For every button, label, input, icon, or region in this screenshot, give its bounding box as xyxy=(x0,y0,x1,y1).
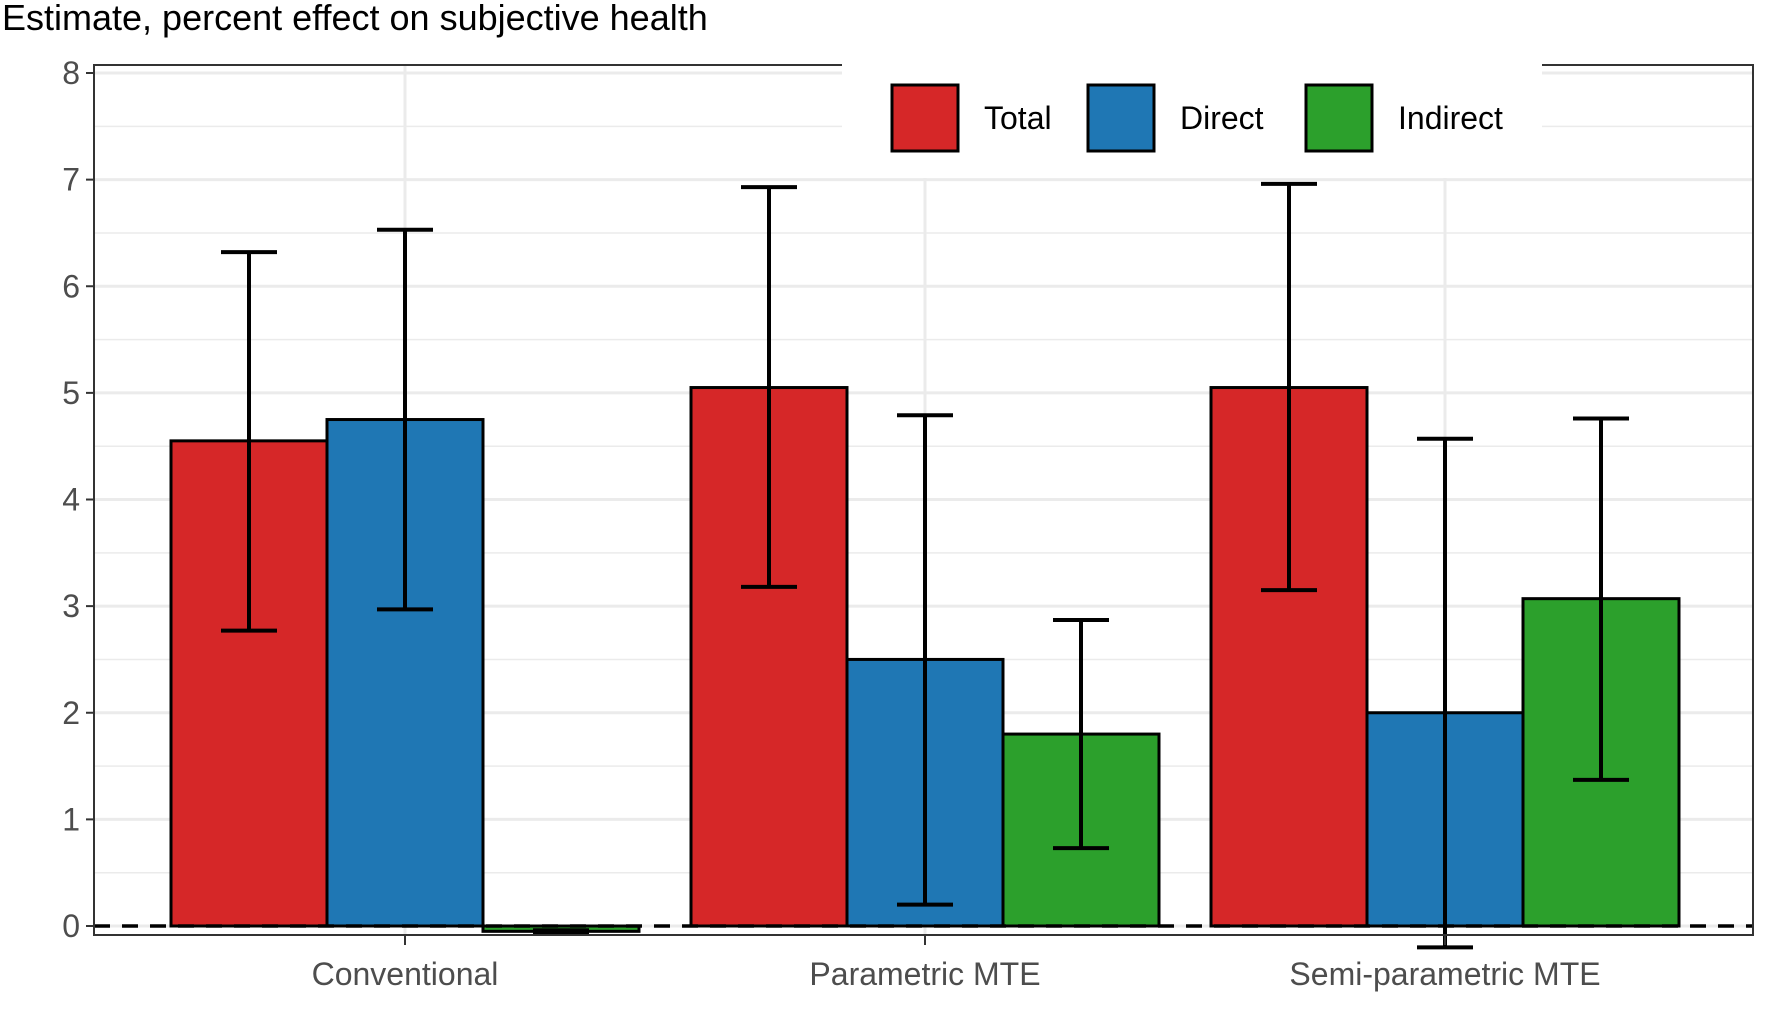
y-tick-label: 3 xyxy=(62,588,80,624)
legend-item-total: Total xyxy=(890,83,1052,153)
error-bar-indirect-1 xyxy=(533,928,589,935)
error-bar-total-3 xyxy=(1261,181,1317,593)
legend-item-direct: Direct xyxy=(1086,83,1264,153)
x-tick-label: Conventional xyxy=(312,956,499,992)
y-tick-label: 1 xyxy=(62,801,80,837)
y-tick-label: 5 xyxy=(62,375,80,411)
y-tick-label: 7 xyxy=(62,162,80,198)
legend: Total Direct Indirect xyxy=(842,62,1542,178)
y-tick-label: 4 xyxy=(62,482,80,518)
y-tick-label: 6 xyxy=(62,268,80,304)
error-bar-direct-1 xyxy=(377,227,433,612)
x-tick-label: Semi-parametric MTE xyxy=(1289,956,1600,992)
legend-key-total xyxy=(890,83,960,153)
y-axis-title: Estimate, percent effect on subjective h… xyxy=(2,0,708,38)
error-bars xyxy=(221,181,1629,950)
error-bar-indirect-3 xyxy=(1573,416,1629,782)
x-tick-label: Parametric MTE xyxy=(809,956,1040,992)
y-tick-label: 0 xyxy=(62,908,80,944)
y-tick-label: 2 xyxy=(62,695,80,731)
legend-key-direct xyxy=(1086,83,1156,153)
legend-item-indirect: Indirect xyxy=(1304,83,1503,153)
error-bar-direct-2 xyxy=(897,413,953,907)
y-tick-label: 8 xyxy=(62,55,80,91)
bars xyxy=(169,386,1681,933)
error-bar-total-2 xyxy=(741,185,797,589)
legend-label-indirect: Indirect xyxy=(1398,100,1503,136)
error-bar-direct-3 xyxy=(1417,436,1473,950)
legend-label-direct: Direct xyxy=(1180,100,1264,136)
legend-key-indirect xyxy=(1304,83,1374,153)
legend-label-total: Total xyxy=(984,100,1052,136)
error-bar-total-1 xyxy=(221,250,277,633)
error-bar-indirect-2 xyxy=(1053,617,1109,851)
